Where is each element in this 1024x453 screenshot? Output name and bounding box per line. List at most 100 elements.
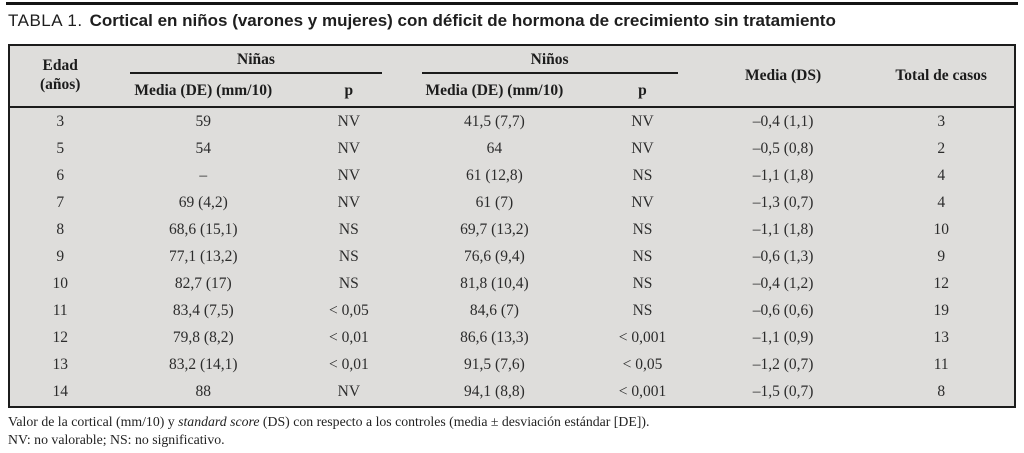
cell-edad: 12: [52, 329, 68, 347]
cell-edad: 7: [56, 194, 65, 212]
header-total-casos: Total de casos: [868, 46, 1014, 108]
cell-ninas_media: 77,1 (13,2): [169, 248, 238, 266]
cell-total: 13: [933, 329, 949, 347]
cell-ninos_p: NS: [632, 221, 653, 239]
cell-ninas_p: NS: [338, 275, 359, 293]
cell-edad: 5: [56, 140, 65, 158]
table-row: 12 79,8 (8,2) < 0,01 86,6 (13,3) < 0,001 –1,1…: [10, 325, 1014, 352]
table-row: 13 83,2 (14,1) < 0,01 91,5 (7,6) < 0,05 –1,2 …: [10, 352, 1014, 379]
data-table-container: Edad (años) Niñas Niños Media (DS) Total…: [8, 44, 1016, 408]
cell-ninos_p: NS: [632, 248, 653, 266]
cell-ninas_media: 59: [195, 112, 212, 130]
cell-ninas_p: < 0,01: [328, 329, 369, 347]
cell-total: 9: [937, 248, 946, 266]
cell-media_ds: –0,4 (1,2): [752, 275, 814, 293]
cell-ninas_media: 54: [195, 140, 212, 158]
footnote-line-1: Valor de la cortical (mm/10) y standard …: [8, 413, 1016, 431]
cell-media_ds: –1,1 (1,8): [752, 167, 814, 185]
header-ninos-media: Media (DE) (mm/10): [401, 78, 588, 108]
cell-ninas_media: 83,2 (14,1): [169, 356, 238, 374]
header-edad-line2: (años): [39, 75, 81, 93]
cell-total: 2: [937, 140, 946, 158]
page-title: TABLA 1. Cortical en niños (varones y muj…: [8, 11, 1016, 31]
cell-ninas_p: NS: [338, 248, 359, 266]
footnote-1-prefix: Valor de la cortical (mm/10) y: [8, 414, 179, 429]
cell-media_ds: –0,4 (1,1): [752, 112, 814, 130]
cell-ninos_media: 81,8 (10,4): [460, 275, 529, 293]
table-row: 9 77,1 (13,2) NS 76,6 (9,4) NS –0,6 (1,3) 9: [10, 244, 1014, 271]
cell-ninos_media: 86,6 (13,3): [460, 329, 529, 347]
cell-ninos_media: 61 (7): [475, 194, 514, 212]
cell-ninos_media: 94,1 (8,8): [464, 383, 525, 401]
table-row: 6 – NV 61 (12,8) NS –1,1 (1,8) 4: [10, 163, 1014, 190]
cell-ninas_p: < 0,05: [328, 302, 369, 320]
cell-media_ds: –1,5 (0,7): [752, 383, 814, 401]
cell-ninas_p: NV: [337, 167, 361, 185]
header-ninos-p: p: [587, 78, 698, 108]
cell-ninas_p: NV: [337, 194, 361, 212]
cell-total: 12: [933, 275, 949, 293]
footnote-line-2: NV: no valorable; NS: no significativo.: [8, 431, 225, 447]
cell-ninos_media: 61 (12,8): [465, 167, 523, 185]
table-number-label: TABLA 1.: [8, 11, 83, 30]
cell-media_ds: –1,2 (0,7): [752, 356, 814, 374]
table-header: Edad (años) Niñas Niños Media (DS) Total…: [10, 46, 1014, 108]
cell-ninos_media: 69,7 (13,2): [460, 221, 529, 239]
footnote-1-suffix: (DS) con respecto a los controles (media…: [259, 414, 650, 429]
cell-total: 10: [933, 221, 949, 239]
cell-ninas_media: 79,8 (8,2): [172, 329, 234, 347]
header-ninas-media: Media (DE) (mm/10): [110, 78, 297, 108]
cell-ninos_media: 84,6 (7): [469, 302, 519, 320]
table-title-text: Cortical en niños (varones y mujeres) co…: [89, 11, 836, 30]
cell-ninas_p: NS: [338, 221, 359, 239]
table-row: 10 82,7 (17) NS 81,8 (10,4) NS –0,4 (1,2) 12: [10, 271, 1014, 298]
header-media-ds: Media (DS): [697, 46, 869, 108]
cell-total: 4: [937, 194, 946, 212]
table-row: 5 54 NV 64 NV –0,5 (0,8) 2: [10, 136, 1014, 163]
table-footnotes: Valor de la cortical (mm/10) y standard …: [8, 413, 1016, 449]
cell-media_ds: –1,3 (0,7): [752, 194, 814, 212]
cell-media_ds: –0,6 (1,3): [752, 248, 814, 266]
table-row: 7 69 (4,2) NV 61 (7) NV –1,3 (0,7) 4: [10, 190, 1014, 217]
cell-ninos_p: < 0,001: [618, 329, 667, 347]
table-row: 14 88 NV 94,1 (8,8) < 0,001 –1,5 (0,7) 8: [10, 379, 1014, 406]
cell-edad: 3: [56, 112, 65, 130]
cell-edad: 8: [56, 221, 65, 239]
cell-media_ds: –1,1 (0,9): [752, 329, 814, 347]
cell-ninas_media: 88: [195, 383, 212, 401]
cell-ninos_p: NS: [632, 275, 653, 293]
table-body: 3 59 NV 41,5 (7,7) NV –0,4 (1,1) 3 5 54 NV 64 NV –0,…: [10, 107, 1014, 406]
cell-total: 8: [937, 383, 946, 401]
cell-total: 4: [937, 167, 946, 185]
header-group-ninos-label: Niños: [421, 51, 678, 74]
cell-ninas_media: 69 (4,2): [178, 194, 228, 212]
cell-ninos_media: 64: [486, 140, 503, 158]
cell-edad: 14: [52, 383, 68, 401]
cell-media_ds: –0,6 (0,6): [752, 302, 814, 320]
cell-media_ds: –0,5 (0,8): [752, 140, 814, 158]
cell-total: 11: [933, 356, 949, 374]
cell-edad: 10: [52, 275, 68, 293]
cell-total: 19: [933, 302, 949, 320]
cell-ninos_p: NS: [632, 167, 653, 185]
header-edad: Edad (años): [10, 46, 111, 108]
cell-ninos_p: NV: [631, 112, 654, 130]
cell-ninos_media: 91,5 (7,6): [464, 356, 525, 374]
cell-media_ds: –1,1 (1,8): [752, 221, 814, 239]
cell-ninas_media: 82,7 (17): [174, 275, 232, 293]
cell-edad: 6: [56, 167, 65, 185]
cell-ninos_p: NV: [631, 194, 654, 212]
cell-edad: 13: [52, 356, 68, 374]
cell-ninos_p: NS: [632, 302, 653, 320]
cell-ninas_media: 83,4 (7,5): [172, 302, 234, 320]
cell-ninos_p: < 0,001: [618, 383, 667, 401]
header-group-ninas-label: Niñas: [130, 51, 382, 74]
cell-total: 3: [937, 112, 946, 130]
cell-ninas_p: NV: [337, 140, 361, 158]
data-table: Edad (años) Niñas Niños Media (DS) Total…: [10, 46, 1014, 406]
cell-ninas_p: NV: [337, 112, 361, 130]
table-row: 3 59 NV 41,5 (7,7) NV –0,4 (1,1) 3: [10, 107, 1014, 136]
cell-ninas_p: NV: [337, 383, 361, 401]
table-row: 11 83,4 (7,5) < 0,05 84,6 (7) NS –0,6 (0,6) 19: [10, 298, 1014, 325]
